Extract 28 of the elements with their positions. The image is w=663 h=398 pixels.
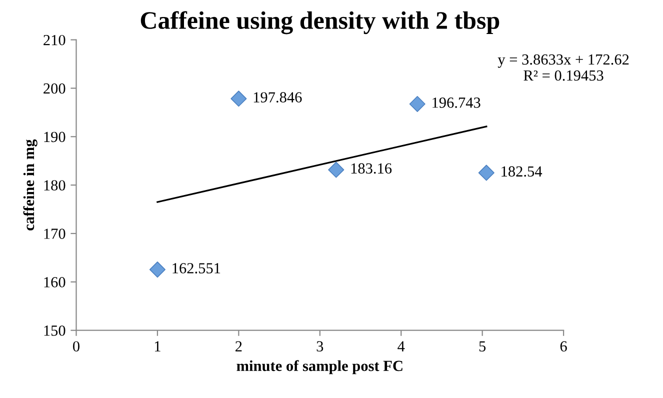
y-tick-label: 170 xyxy=(44,228,66,239)
data-label: 182.54 xyxy=(502,166,542,177)
point xyxy=(409,96,426,112)
y-axis-title: caffeine in mg xyxy=(23,139,38,230)
chart-title: Caffeine using density with 2 tbsp xyxy=(140,11,500,34)
x-tick-label: 6 xyxy=(560,341,567,352)
x-tick-label: 3 xyxy=(316,341,324,352)
point xyxy=(328,162,344,178)
y-tick-label: 180 xyxy=(44,180,66,191)
y-tick-label: 190 xyxy=(44,132,66,142)
x-tick-label: 5 xyxy=(479,341,486,352)
x-axis-title: minute of sample post FC xyxy=(236,360,402,374)
data-label: 162.551 xyxy=(172,263,220,274)
y-tick-label: 200 xyxy=(44,83,66,94)
point xyxy=(478,164,494,181)
y-tick-label: 150 xyxy=(44,325,66,336)
data-label: 196.743 xyxy=(432,98,480,108)
y-tick-label: 160 xyxy=(44,277,66,288)
x-tick-label: 2 xyxy=(236,341,242,352)
annotation: y = 3.8633x + 172.62 R² = 0.19453 xyxy=(498,54,629,81)
data-label: 197.846 xyxy=(254,92,302,103)
data-label: 183.16 xyxy=(351,163,392,174)
x-tick-label: 0 xyxy=(73,341,80,352)
y-tick-label: 210 xyxy=(44,34,66,46)
x-tick-label: 4 xyxy=(398,341,405,352)
x-tick-label: 1 xyxy=(154,341,160,352)
point xyxy=(149,262,166,278)
point xyxy=(230,90,247,107)
